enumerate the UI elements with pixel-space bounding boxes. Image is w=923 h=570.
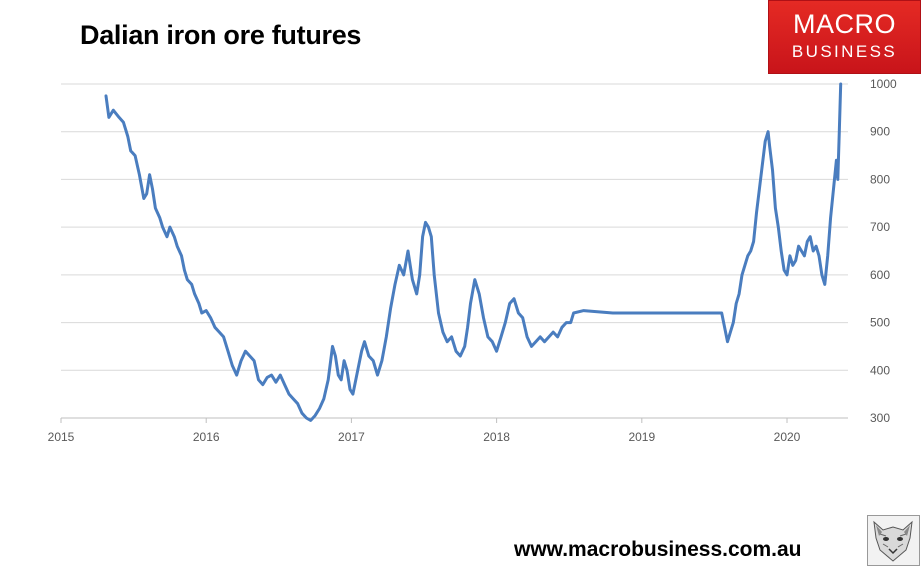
macrobusiness-logo: MACRO BUSINESS — [768, 0, 921, 74]
y-tick-label: 800 — [870, 172, 890, 186]
y-axis: 300 400 500 600 700 800 900 1000 — [870, 77, 897, 425]
website-url: www.macrobusiness.com.au — [514, 538, 802, 561]
y-tick-label: 600 — [870, 268, 890, 282]
y-tick-label: 400 — [870, 363, 890, 377]
gridlines — [61, 83, 848, 419]
y-tick-label: 700 — [870, 220, 890, 234]
x-tick-label: 2018 — [483, 430, 510, 444]
x-tick-label: 2020 — [774, 430, 801, 444]
y-tick-label: 900 — [870, 125, 890, 139]
x-tick-label: 2016 — [193, 430, 220, 444]
series-line-iron-ore — [104, 82, 843, 422]
wolf-icon — [867, 515, 920, 566]
x-axis: 2015 2016 2017 2018 2019 2020 — [48, 418, 801, 444]
x-tick-label: 2015 — [48, 430, 75, 444]
logo-text-macro: MACRO — [793, 9, 896, 39]
x-tick-label: 2019 — [628, 430, 655, 444]
y-tick-label: 1000 — [870, 77, 897, 91]
y-tick-label: 500 — [870, 316, 890, 330]
x-tick-label: 2017 — [338, 430, 365, 444]
chart-title: Dalian iron ore futures — [80, 20, 362, 50]
y-tick-label: 300 — [870, 411, 890, 425]
logo-text-business: BUSINESS — [791, 42, 898, 61]
series-group — [104, 82, 843, 422]
